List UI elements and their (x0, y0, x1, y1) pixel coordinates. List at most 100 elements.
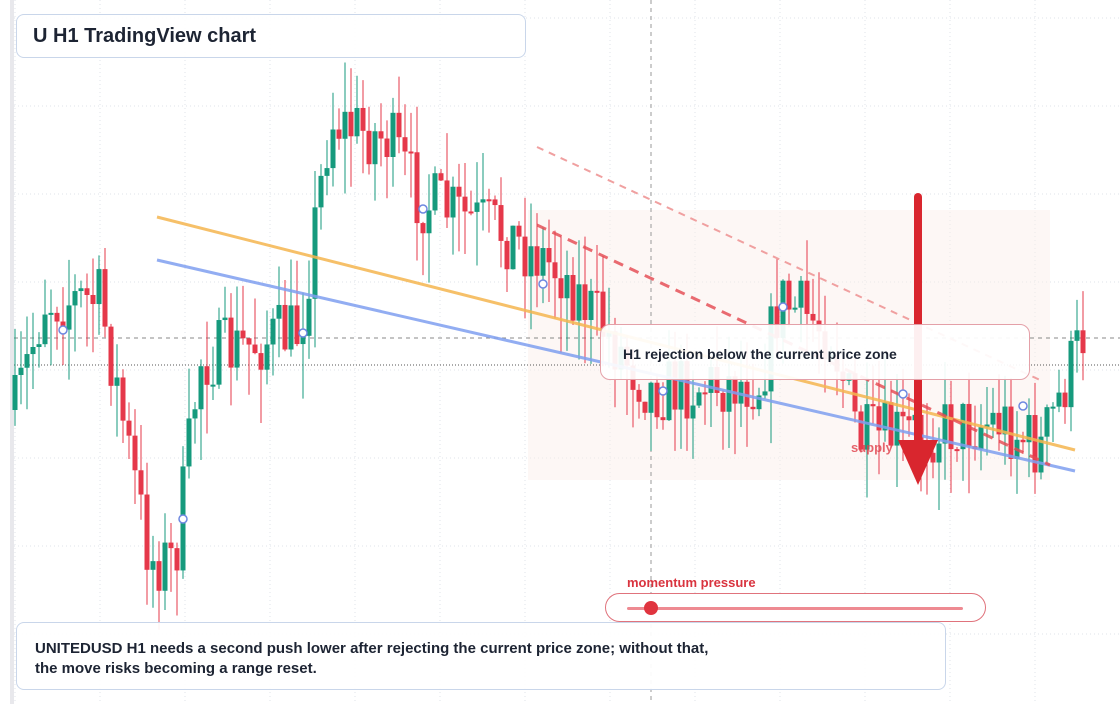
candle-body (900, 411, 906, 417)
slider-track (627, 607, 963, 610)
candle-body (402, 137, 408, 152)
candle-body (552, 262, 558, 279)
candle-body (312, 207, 318, 299)
candle-body (534, 246, 540, 276)
candle-body (864, 404, 870, 450)
candle-body (42, 314, 48, 345)
candle-body (474, 202, 480, 212)
candle-body (150, 561, 156, 570)
candle-body (114, 377, 120, 386)
caption-line: UNITEDUSD H1 needs a second push lower a… (35, 640, 709, 657)
candle-body (132, 435, 138, 471)
candle-body (18, 367, 24, 376)
candle-body (318, 175, 324, 208)
zone-label: supply (851, 440, 893, 455)
candle-body (786, 280, 792, 310)
momentum-slider[interactable] (605, 593, 986, 622)
candle-body (906, 416, 912, 421)
candle-body (654, 382, 660, 418)
candle-body (78, 288, 84, 292)
candle-body (672, 361, 678, 410)
candle-body (54, 312, 60, 322)
candle-body (600, 291, 606, 337)
candle-body (438, 173, 444, 181)
candle-body (96, 269, 102, 305)
candle-body (798, 280, 804, 308)
candle-body (288, 305, 294, 350)
candle-body (1056, 392, 1062, 407)
candle-body (498, 205, 504, 241)
candle-body (30, 346, 36, 355)
candle-body (1038, 436, 1044, 473)
candle-body (516, 225, 522, 237)
candle-body (360, 107, 366, 131)
candle-body (1044, 407, 1050, 437)
candle-body (282, 304, 288, 350)
candle-body (66, 305, 72, 330)
candle-body (666, 361, 672, 421)
candle-body (1020, 439, 1026, 443)
point-marker (658, 386, 668, 396)
candle-body (504, 240, 510, 270)
candle-body (852, 373, 858, 412)
candle-body (234, 330, 240, 368)
candle-body (978, 427, 984, 450)
candle-body (108, 326, 114, 386)
candle-body (810, 313, 816, 321)
candle-body (1050, 406, 1056, 409)
candle-body (528, 246, 534, 277)
candle-body (384, 138, 390, 158)
candle-body (984, 424, 990, 428)
momentum-label: momentum pressure (627, 575, 756, 590)
point-marker (298, 328, 308, 338)
slider-knob[interactable] (644, 601, 658, 615)
candle-body (486, 199, 492, 202)
candle-body (330, 129, 336, 169)
candle-body (462, 196, 468, 212)
candle-body (774, 306, 780, 338)
point-marker (1018, 401, 1028, 411)
point-marker (898, 389, 908, 399)
candle-body (354, 107, 360, 137)
candle-body (210, 384, 216, 387)
candle-body (1062, 392, 1068, 408)
candle-body (156, 561, 162, 591)
candle-body (390, 112, 396, 158)
point-marker (538, 279, 548, 289)
candle-body (990, 412, 996, 425)
candle-body (480, 199, 486, 203)
candle-body (792, 307, 798, 310)
candle-body (264, 344, 270, 370)
candle-body (378, 131, 384, 139)
candle-body (468, 211, 474, 214)
candle-body (564, 274, 570, 299)
candle-body (726, 376, 732, 412)
candle-body (432, 173, 438, 211)
candle-body (324, 168, 330, 176)
candle-body (72, 291, 78, 306)
candle-body (594, 290, 600, 293)
candle-body (48, 312, 54, 315)
candle-body (300, 335, 306, 345)
candle-body (192, 409, 198, 419)
candle-body (762, 391, 768, 396)
candle-body (258, 353, 264, 370)
candle-body (162, 542, 168, 591)
candle-body (24, 354, 30, 368)
candle-body (522, 236, 528, 277)
candle-body (648, 382, 654, 413)
caption-line: the move risks becoming a range reset. (35, 660, 317, 677)
candle-body (414, 152, 420, 224)
candle-body (204, 366, 210, 385)
candle-body (306, 298, 312, 336)
candle-body (702, 392, 708, 395)
candle-body (558, 278, 564, 299)
candle-body (492, 199, 498, 206)
candle-body (858, 411, 864, 450)
candle-body (888, 402, 894, 446)
candle-body (228, 317, 234, 368)
candle-body (588, 290, 594, 320)
candle-body (1026, 415, 1032, 443)
candle-body (942, 404, 948, 444)
